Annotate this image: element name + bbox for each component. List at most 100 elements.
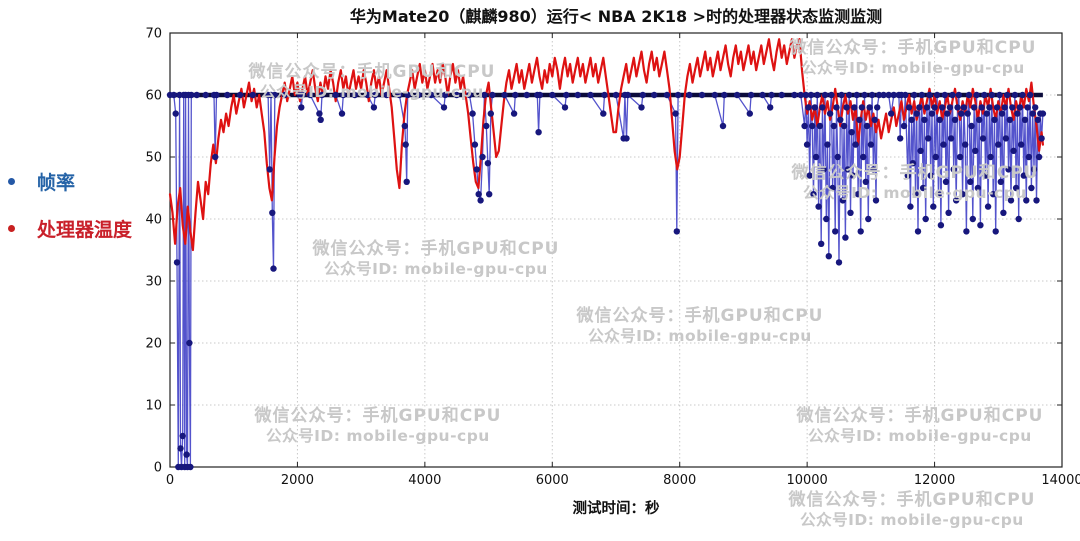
- frame-rate-point: [983, 110, 990, 117]
- frame-rate-point: [871, 116, 878, 124]
- frame-rate-point: [623, 135, 630, 142]
- frame-rate-point: [805, 104, 812, 111]
- frame-rate-point: [902, 91, 909, 99]
- frame-rate-point: [832, 228, 839, 235]
- frame-rate-point: [600, 110, 607, 117]
- y-tick-label: 50: [145, 151, 162, 166]
- frame-rate-point: [962, 141, 969, 148]
- frame-rate-point: [563, 91, 570, 99]
- frame-rate-point: [964, 110, 971, 117]
- frame-rate-point: [370, 104, 378, 111]
- frame-rate-point: [839, 197, 846, 204]
- frame-rate-point: [872, 197, 880, 204]
- frame-rate-point: [860, 153, 867, 161]
- frame-rate-point: [897, 135, 904, 142]
- frame-rate-point: [807, 91, 815, 99]
- frame-rate-point: [916, 104, 923, 111]
- frame-rate-point: [183, 451, 190, 458]
- frame-rate-point: [1012, 184, 1020, 192]
- x-tick-label: 12000: [914, 473, 955, 488]
- frame-rate-point: [997, 178, 1004, 185]
- frame-rate-point: [396, 91, 403, 99]
- frame-rate-point: [835, 259, 843, 266]
- frame-rate-point: [803, 141, 811, 148]
- frame-rate-point: [486, 191, 493, 198]
- frame-rate-point: [828, 91, 835, 99]
- frame-rate-point: [487, 110, 494, 117]
- frame-rate-point: [187, 463, 194, 471]
- frame-rate-point: [791, 91, 798, 99]
- frame-rate-point: [986, 104, 993, 111]
- frame-rate-point: [917, 147, 924, 154]
- frame-rate-point: [612, 91, 620, 99]
- frame-rate-point: [992, 228, 999, 235]
- frame-rate-point: [955, 91, 962, 99]
- frame-rate-point: [809, 122, 816, 130]
- frame-rate-point: [188, 91, 195, 99]
- frame-rate-point: [719, 122, 727, 130]
- frame-rate-point: [981, 91, 988, 99]
- frame-rate-point: [941, 91, 948, 99]
- frame-rate-point: [316, 110, 323, 117]
- frame-rate-point: [266, 166, 273, 173]
- frame-rate-point: [510, 110, 518, 117]
- frame-rate-point: [814, 91, 821, 99]
- frame-rate-point: [995, 141, 1002, 148]
- frame-rate-point: [179, 432, 186, 440]
- y-tick-label: 0: [154, 461, 162, 476]
- frame-rate-point: [927, 172, 934, 179]
- frame-rate-point: [1039, 110, 1047, 117]
- frame-rate-point: [960, 104, 968, 111]
- frame-rate-point: [317, 116, 324, 124]
- frame-rate-point: [298, 104, 305, 111]
- frame-rate-point: [834, 153, 841, 161]
- frame-rate-point: [1035, 153, 1043, 161]
- frame-rate-point: [481, 91, 488, 99]
- frame-rate-point: [733, 91, 741, 99]
- frame-rate-point: [477, 197, 484, 204]
- frame-rate-point: [469, 110, 476, 117]
- frame-rate-point: [1002, 135, 1010, 142]
- frame-rate-point: [453, 91, 460, 99]
- frame-rate-point: [851, 104, 858, 111]
- frame-rate-point: [988, 91, 996, 99]
- frame-rate-point: [904, 172, 911, 179]
- frame-rate-point: [965, 91, 973, 99]
- x-tick-label: 10000: [786, 473, 827, 488]
- frame-rate-point: [848, 129, 855, 136]
- frame-rate-point: [979, 135, 987, 142]
- frame-rate-point: [638, 104, 645, 111]
- frame-rate-point: [601, 91, 608, 99]
- temperature-series: [168, 38, 1044, 252]
- legend-label-temperature: 处理器温度: [37, 219, 133, 241]
- frame-rate-point: [383, 91, 390, 99]
- frame-rate-point: [1000, 209, 1007, 216]
- frame-rate-point: [922, 215, 929, 223]
- frame-rate-point: [401, 122, 408, 130]
- frame-rate-point: [919, 184, 927, 192]
- frame-rate-point: [933, 91, 941, 99]
- frame-rate-point: [535, 129, 542, 136]
- frame-rate-point: [844, 166, 852, 173]
- frame-rate-point: [939, 104, 946, 111]
- frame-rate-point: [281, 91, 288, 99]
- frame-rate-point: [976, 116, 983, 124]
- frame-rate-point: [778, 91, 785, 99]
- frame-rate-point: [372, 91, 379, 99]
- frame-rate-point: [746, 110, 753, 117]
- frame-rate-point: [802, 91, 810, 99]
- frame-rate-point: [1032, 104, 1039, 111]
- frame-rate-point: [1009, 104, 1016, 111]
- frame-rate-point: [1033, 197, 1040, 204]
- frame-rate-point: [958, 110, 965, 117]
- frame-rate-point: [818, 240, 825, 247]
- frame-rate-point: [949, 91, 956, 99]
- frame-rate-point: [639, 91, 646, 99]
- frame-rate-point: [942, 178, 950, 185]
- frame-rate-point: [1010, 147, 1017, 154]
- frame-rate-point: [711, 91, 718, 99]
- frame-rate-point: [587, 91, 594, 99]
- frame-rate-point: [224, 91, 231, 99]
